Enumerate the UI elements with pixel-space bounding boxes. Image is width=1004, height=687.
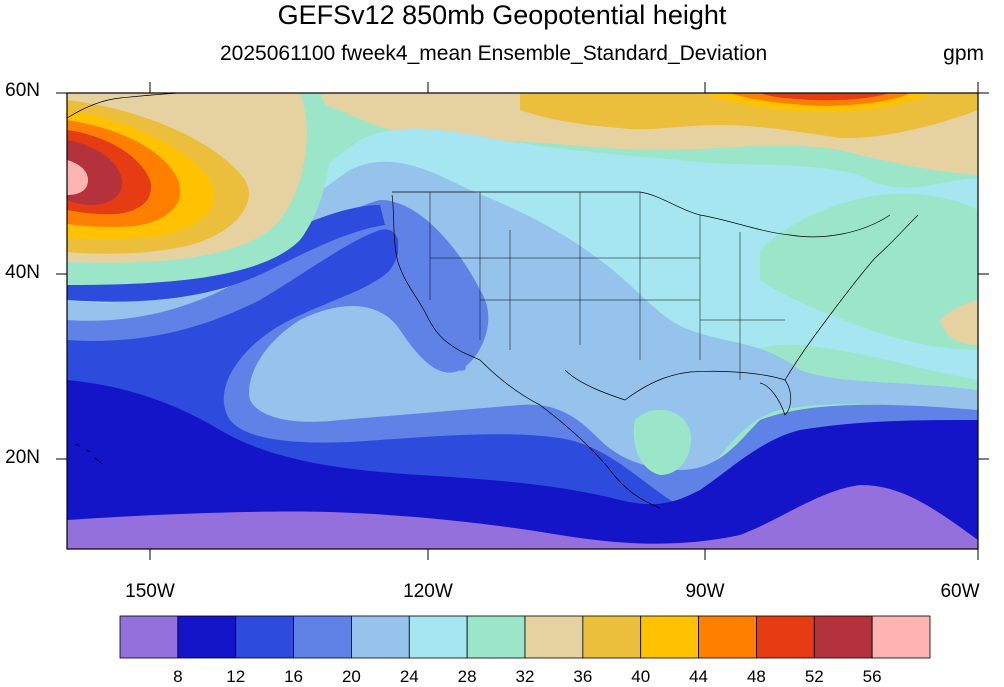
- colorbar-tick-label: 48: [746, 667, 766, 686]
- axis-ticks: [56, 82, 989, 560]
- coastlines: [67, 93, 919, 509]
- colorbar-tick-label: 20: [341, 667, 361, 686]
- colorbar-tick-label: 12: [226, 667, 246, 686]
- contour-8-south: [67, 485, 978, 549]
- contour-60-alaska: [67, 160, 88, 195]
- lat-label-40n: 40N: [5, 262, 40, 283]
- colorbar-swatch: [293, 615, 352, 659]
- map-frame: [66, 92, 979, 550]
- east-coastline: [784, 214, 919, 381]
- contour-32-gulf: [633, 409, 691, 475]
- state-lines: [429, 192, 785, 380]
- colorbar-tick-label: 44: [689, 667, 709, 686]
- lat-label-60n: 60N: [5, 80, 40, 101]
- colorbar-swatch: [177, 615, 237, 659]
- colorbar-tick-label: 52: [804, 667, 824, 686]
- colorbar-swatch: [756, 615, 815, 659]
- colorbar-tick-label: 28: [457, 667, 477, 686]
- contour-16-baja: [398, 214, 466, 371]
- contour-36-east: [940, 300, 978, 345]
- hawaii: [74, 443, 103, 465]
- colorbar-swatch: [235, 615, 294, 659]
- colorbar-swatch: [119, 615, 179, 659]
- colorbar-tick-label: 16: [284, 667, 304, 686]
- alaska-coast: [67, 93, 181, 119]
- contour-32-east: [760, 193, 978, 350]
- west-coastline: [391, 194, 481, 361]
- units-label: gpm: [943, 42, 984, 65]
- colorbar-tick-label: 24: [399, 667, 419, 686]
- mexico-coastline: [479, 359, 661, 509]
- colorbar: [119, 615, 931, 659]
- chart-subtitle: 2025061100 fweek4_mean Ensemble_Standard…: [220, 42, 768, 65]
- contour-52-north: [760, 93, 890, 101]
- colorbar-swatch: [813, 615, 873, 659]
- colorbar-swatch: [698, 615, 757, 659]
- colorbar-swatch: [582, 615, 642, 659]
- colorbar-swatch: [466, 615, 526, 659]
- lon-label-60w: 60W: [940, 581, 980, 602]
- colorbar-tick-label: 32: [515, 667, 535, 686]
- chart-title: GEFSv12 850mb Geopotential height: [277, 0, 727, 30]
- lon-label-90w: 90W: [685, 581, 725, 602]
- colorbar-swatch: [524, 615, 584, 659]
- colorbar-swatch: [351, 615, 410, 659]
- lon-label-120w: 120W: [403, 581, 453, 602]
- contour-12-main: [67, 380, 978, 549]
- contour-field: [67, 93, 978, 549]
- gulf-coastline: [564, 369, 792, 416]
- lat-label-20n: 20N: [5, 447, 40, 468]
- us-canada-border: [392, 191, 891, 238]
- colorbar-tick-label: 8: [173, 667, 183, 686]
- lon-label-150w: 150W: [125, 581, 175, 602]
- colorbar-tick-label: 36: [573, 667, 593, 686]
- colorbar-swatch: [408, 615, 468, 659]
- colorbar-swatch: [871, 615, 931, 659]
- colorbar-tick-label: 56: [862, 667, 882, 686]
- colorbar-tick-label: 40: [631, 667, 651, 686]
- colorbar-swatch: [640, 615, 699, 659]
